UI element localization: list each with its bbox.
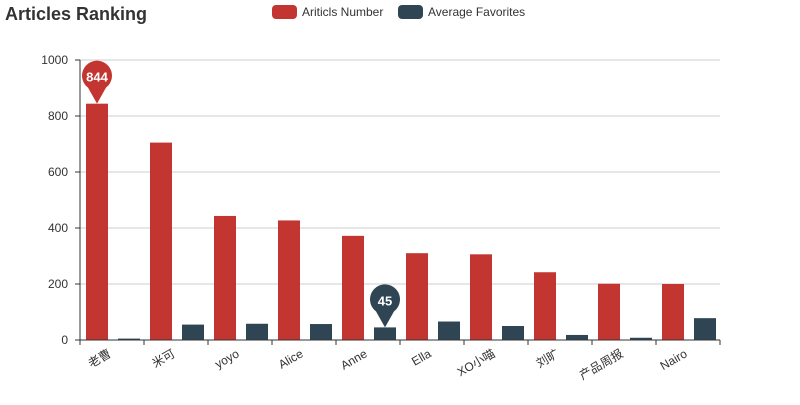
bar-favorites[interactable] (374, 327, 396, 340)
mark-point-label: 45 (378, 293, 392, 308)
y-tick-label: 200 (48, 277, 68, 291)
y-tick-label: 600 (48, 165, 68, 179)
x-tick-label: Nairo (658, 346, 690, 373)
bar-favorites[interactable] (502, 326, 524, 340)
legend-swatch-favorites (398, 5, 423, 19)
bar-favorites[interactable] (630, 337, 652, 340)
bar-articles[interactable] (662, 284, 684, 340)
bar-favorites[interactable] (438, 321, 460, 340)
x-tick-label: yoyo (213, 346, 242, 371)
chart-title: Articles Ranking (5, 4, 147, 24)
legend-label-favorites: Average Favorites (428, 5, 525, 19)
bar-articles[interactable] (598, 283, 620, 340)
bar-articles[interactable] (150, 142, 172, 340)
bar-articles[interactable] (534, 272, 556, 340)
x-axis: 老曹 米可 yoyo Alice Anne Ella XO小喵 刘旷 产品周报 Nairo (79, 339, 721, 383)
legend-swatch-articles (272, 5, 297, 19)
legend-item-favorites[interactable]: Average Favorites (398, 5, 525, 19)
bar-favorites[interactable] (310, 324, 332, 340)
legend: Ariticls Number Average Favorites (272, 5, 525, 19)
y-tick-label: 800 (48, 109, 68, 123)
bar-favorites[interactable] (246, 323, 268, 340)
grid-lines (80, 59, 720, 285)
x-tick-label: 米可 (150, 346, 178, 370)
y-tick-label: 400 (48, 221, 68, 235)
y-axis: 0 200 400 600 800 1000 (41, 53, 81, 347)
x-tick-label: Anne (338, 346, 370, 372)
mark-point-pin[interactable] (82, 60, 113, 104)
bar-articles[interactable] (470, 254, 492, 340)
x-tick-label: 刘旷 (534, 346, 562, 370)
bar-favorites[interactable] (566, 334, 588, 340)
y-tick-label: 1000 (41, 53, 68, 67)
mark-point-pin[interactable] (370, 284, 401, 328)
bar-articles[interactable] (342, 235, 364, 340)
x-tick-label: 产品周报 (576, 346, 625, 383)
x-tick-label: Alice (276, 346, 306, 371)
bars (86, 103, 716, 341)
bar-articles[interactable] (86, 103, 108, 341)
bar-articles[interactable] (214, 215, 236, 340)
legend-item-articles[interactable]: Ariticls Number (272, 5, 383, 19)
bar-favorites[interactable] (182, 324, 204, 340)
x-tick-label: 老曹 (86, 346, 114, 370)
x-tick-label: Ella (409, 346, 434, 368)
bar-articles[interactable] (406, 253, 428, 340)
legend-label-articles: Ariticls Number (302, 5, 383, 19)
x-tick-label: XO小喵 (455, 346, 498, 379)
bar-articles[interactable] (278, 220, 300, 340)
mark-point-label: 844 (86, 70, 108, 85)
bar-favorites[interactable] (694, 318, 716, 340)
mark-points: 844 45 (82, 60, 401, 328)
bar-favorites[interactable] (118, 338, 140, 340)
y-tick-label: 0 (61, 333, 68, 347)
